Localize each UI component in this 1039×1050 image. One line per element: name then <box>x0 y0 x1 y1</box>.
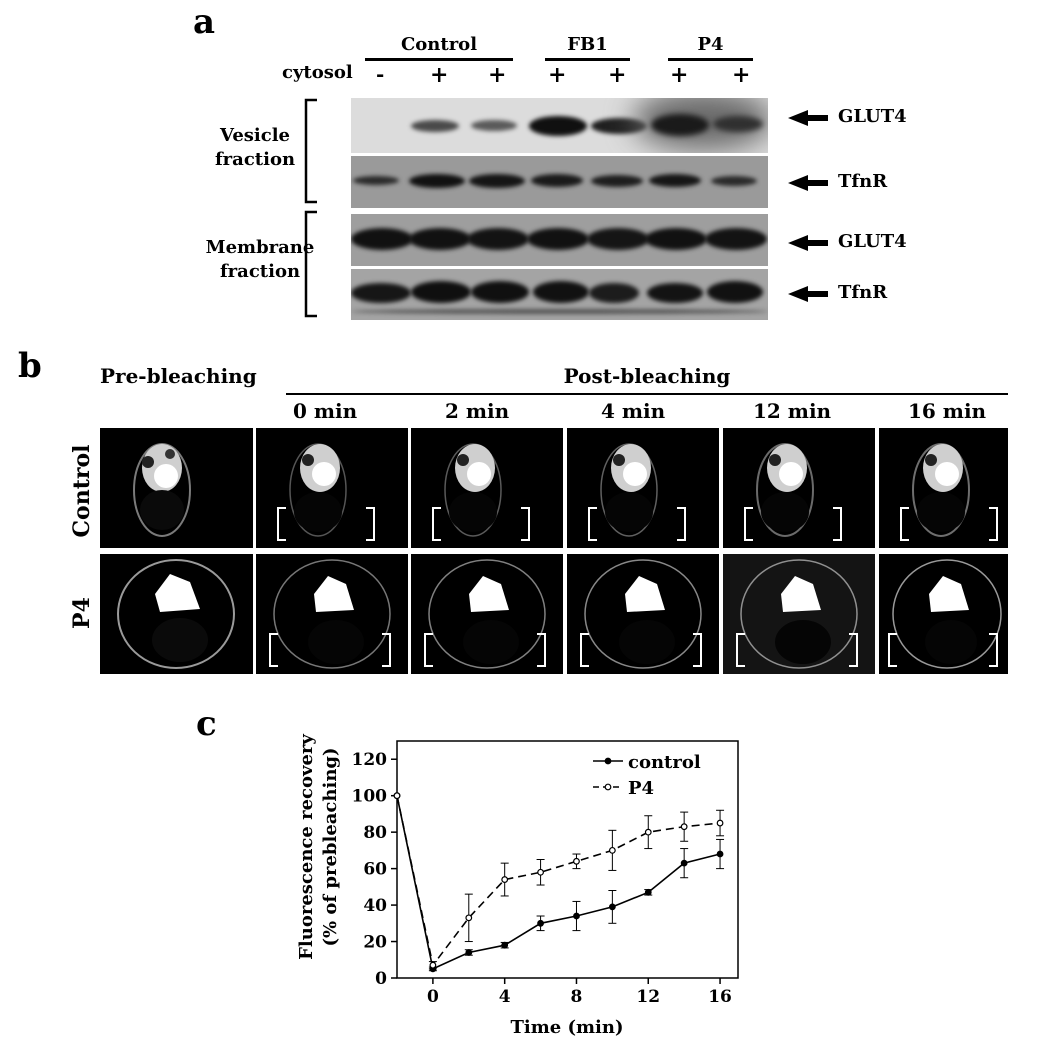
membrane-bracket <box>304 210 317 318</box>
legend-label-control: control <box>628 752 701 773</box>
data-point-control <box>680 859 688 867</box>
group-line-control <box>365 58 513 61</box>
data-point-p4 <box>644 828 652 836</box>
pre-bleaching-label: Pre-bleaching <box>100 364 257 388</box>
arrow-label-vesicle-tfnr: TfnR <box>838 171 888 192</box>
arrow-vesicle-glut4-icon <box>788 110 828 126</box>
group-label-control: Control <box>400 34 478 55</box>
data-point-control <box>501 941 509 949</box>
series-line-control <box>396 795 721 971</box>
cell-image-p4-16min <box>879 554 1008 674</box>
data-point-p4 <box>393 792 401 800</box>
data-point-control <box>465 949 473 956</box>
cell-image-p4-2min <box>411 554 563 674</box>
panel-c-letter: c <box>196 704 217 744</box>
time-label-12: 12 min <box>753 399 832 423</box>
group-line-fb1 <box>545 58 630 61</box>
cell-image-control-4min <box>567 428 719 548</box>
post-bleaching-line <box>286 393 1008 395</box>
y-tick-label: 20 <box>363 933 387 953</box>
cell-image-p4-4min <box>567 554 719 674</box>
cytosol-sign-7: + <box>732 62 751 88</box>
x-tick-label: 12 <box>636 987 660 1007</box>
membrane-fraction-label: Membrane fraction <box>205 237 315 282</box>
blot-membrane-tfnr <box>351 269 768 320</box>
group-label-fb1: FB1 <box>567 34 608 55</box>
data-point-control <box>573 912 580 920</box>
row-label-control: Control <box>69 444 95 538</box>
data-point-p4 <box>716 819 724 827</box>
cytosol-sign-4: + <box>548 62 567 88</box>
data-point-p4 <box>537 868 544 876</box>
series-line-p4 <box>396 795 721 968</box>
data-point-control <box>644 888 652 896</box>
vesicle-bracket <box>304 98 317 204</box>
cytosol-sign-6: + <box>670 62 689 88</box>
group-label-p4: P4 <box>697 34 724 55</box>
panel-b-letter: b <box>18 346 42 386</box>
legend-marker-control <box>604 757 612 765</box>
y-tick-label: 80 <box>363 823 387 843</box>
data-point-control <box>716 850 724 858</box>
time-label-2: 2 min <box>445 399 510 423</box>
arrow-label-membrane-tfnr: TfnR <box>838 282 888 303</box>
recovery-line-chart: 0 20 40 60 80 100 120 0 4 8 12 16 control P4 <box>352 740 739 1007</box>
blot-vesicle-tfnr <box>351 156 768 208</box>
cell-image-p4-12min <box>723 554 875 674</box>
x-tick-label: 16 <box>708 987 732 1007</box>
time-label-16: 16 min <box>908 399 987 423</box>
data-point-p4 <box>501 876 509 883</box>
time-label-4: 4 min <box>601 399 666 423</box>
cell-image-control-0min <box>256 428 408 548</box>
group-line-p4 <box>668 58 753 61</box>
legend-marker-p4 <box>604 783 612 791</box>
cell-image-control-2min <box>411 428 563 548</box>
cytosol-sign-5: + <box>608 62 627 88</box>
data-point-p4 <box>429 961 437 969</box>
data-point-control <box>608 903 616 911</box>
blot-membrane-glut4 <box>351 214 768 266</box>
arrow-label-membrane-glut4: GLUT4 <box>838 231 907 252</box>
arrow-vesicle-tfnr-icon <box>788 175 828 191</box>
data-point-p4 <box>573 857 580 865</box>
data-point-p4 <box>608 846 616 854</box>
cytosol-sign-2: + <box>430 62 449 88</box>
x-tick-label: 8 <box>571 987 583 1007</box>
vesicle-fraction-label: Vesicle fraction <box>214 125 296 170</box>
cytosol-sign-3: + <box>488 62 507 88</box>
post-bleaching-label: Post-bleaching <box>563 364 731 388</box>
plot-frame <box>396 740 739 979</box>
cytosol-label: cytosol <box>282 62 353 83</box>
cell-image-control-pre <box>100 428 253 548</box>
y-tick-label: 120 <box>352 750 388 770</box>
data-point-p4 <box>680 823 688 831</box>
arrow-label-vesicle-glut4: GLUT4 <box>838 106 907 127</box>
chart-ylabel: Fluorescence recovery (% of prebleaching… <box>296 734 341 960</box>
y-tick-label: 40 <box>363 896 387 916</box>
x-tick-label: 4 <box>499 987 511 1007</box>
legend-label-p4: P4 <box>628 778 654 799</box>
y-tick-label: 0 <box>375 969 387 989</box>
arrow-membrane-tfnr-icon <box>788 286 828 302</box>
cell-image-control-12min <box>723 428 875 548</box>
row-label-p4: P4 <box>69 597 95 629</box>
data-point-control <box>537 919 544 927</box>
blot-vesicle-glut4 <box>351 98 768 153</box>
cell-image-control-16min <box>879 428 1008 548</box>
chart-xlabel: Time (min) <box>510 1017 624 1038</box>
cytosol-sign-1: - <box>376 62 385 86</box>
y-tick-label: 60 <box>363 860 387 880</box>
cell-image-p4-0min <box>256 554 408 674</box>
data-point-p4 <box>465 914 473 922</box>
x-tick-label: 0 <box>427 987 439 1007</box>
y-tick-label: 100 <box>352 787 388 807</box>
cell-image-p4-pre <box>100 554 253 674</box>
time-label-0: 0 min <box>293 399 358 423</box>
panel-a-letter: a <box>193 2 216 42</box>
arrow-membrane-glut4-icon <box>788 235 828 251</box>
